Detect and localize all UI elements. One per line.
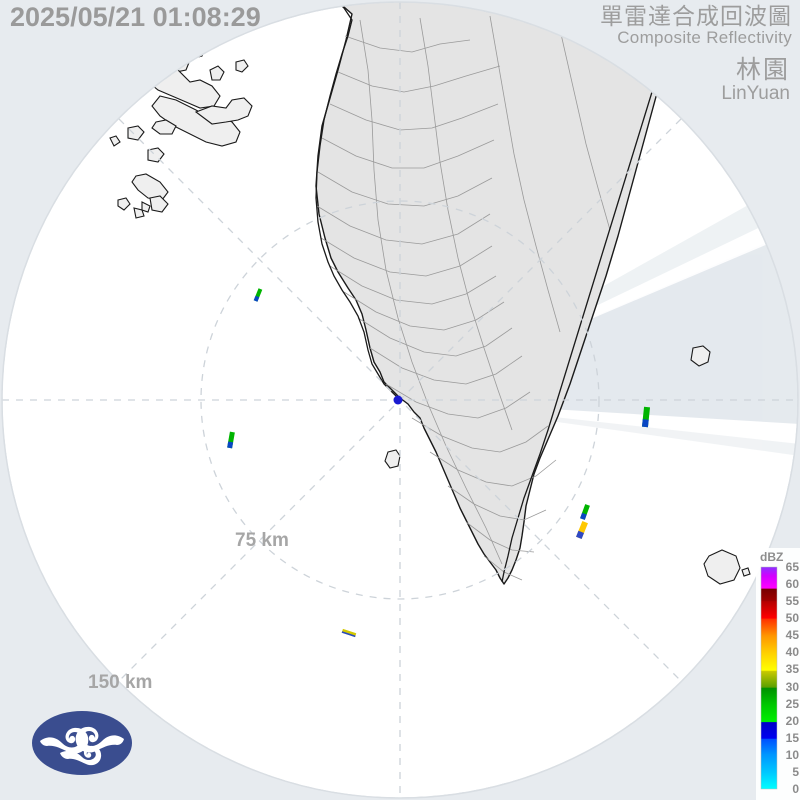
colorbar-tick-25: 25 <box>785 696 799 711</box>
colorbar-tick-10: 10 <box>785 747 799 762</box>
timestamp-label: 2025/05/21 01:08:29 <box>10 2 261 32</box>
colorbar-tick-55: 55 <box>785 594 799 609</box>
colorbar-tick-35: 35 <box>785 662 799 677</box>
echo-south-offshore <box>341 628 357 638</box>
small-orchid-island <box>741 567 751 577</box>
radar-site-marker <box>393 395 403 405</box>
station-name-en: LinYuan <box>721 83 790 104</box>
outlying-islands <box>384 345 751 585</box>
echo-se-lower <box>576 520 588 540</box>
colorbar-tick-20: 20 <box>785 713 799 728</box>
echo-penghu-south <box>227 431 235 449</box>
echo-se-upper <box>580 504 590 520</box>
colorbar-tick-40: 40 <box>785 645 799 660</box>
station-name-zh: 林園 <box>735 56 790 84</box>
coastline-detail <box>315 2 683 583</box>
orchid-island <box>703 549 741 585</box>
colorbar-tick-30: 30 <box>785 679 799 694</box>
colorbar-tick-50: 50 <box>785 611 799 626</box>
colorbar-tick-5: 5 <box>792 764 799 779</box>
colorbar-unit-label: dBZ <box>760 550 784 564</box>
range-ring-75km <box>200 200 600 600</box>
xiaoliuqiu-island <box>384 449 401 469</box>
range-label-75km: 75 km <box>235 530 289 551</box>
county-borders <box>316 11 611 581</box>
colorbar-tick-60: 60 <box>785 577 799 592</box>
colorbar-gradient <box>760 566 778 790</box>
product-title-en: Composite Reflectivity <box>617 28 792 48</box>
cwb-logo <box>30 705 134 781</box>
product-title-zh: 單雷達合成回波圖 <box>600 3 792 29</box>
colorbar-tick-65: 65 <box>785 560 799 574</box>
colorbar-tick-0: 0 <box>792 782 799 796</box>
range-label-150km: 150 km <box>88 672 153 693</box>
colorbar-tick-15: 15 <box>785 730 799 745</box>
radar-echo-layer <box>227 288 651 638</box>
green-island <box>690 345 711 367</box>
landmass-group <box>315 2 683 585</box>
station-block: 林園 LinYuan <box>721 57 790 105</box>
logo-wave-glyph <box>40 726 124 766</box>
title-block: 單雷達合成回波圖 Composite Reflectivity <box>600 4 792 47</box>
echo-penghu-north <box>253 288 263 302</box>
echo-east-green-island <box>641 406 651 428</box>
colorbar-tick-45: 45 <box>785 628 799 643</box>
taiwan-island <box>315 2 683 585</box>
dbz-colorbar: dBZ 65 60 55 50 45 40 35 30 25 20 15 10 5 0 <box>756 548 800 800</box>
